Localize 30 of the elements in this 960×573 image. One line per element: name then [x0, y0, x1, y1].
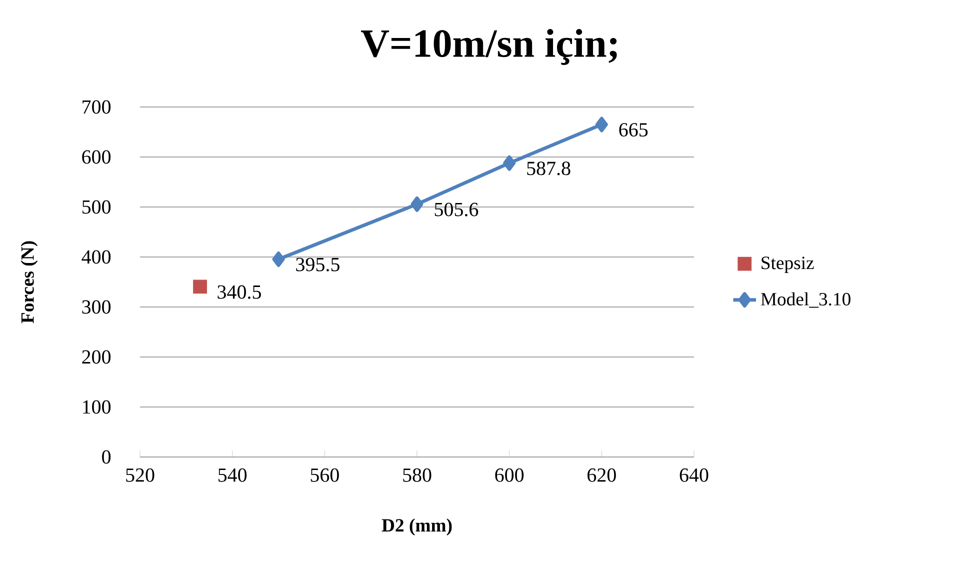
point — [503, 155, 516, 171]
data-label: 587.8 — [527, 162, 570, 176]
y-tick-label: 0 — [102, 450, 111, 464]
point — [595, 116, 608, 132]
legend-label: Model_3.10 — [760, 292, 850, 308]
point — [193, 280, 207, 294]
x-tick-label: 620 — [588, 468, 616, 482]
data-label: 340.5 — [218, 285, 261, 299]
y-axis-title: Forces (N) — [20, 241, 38, 324]
x-tick-label: 580 — [403, 468, 432, 482]
point — [272, 252, 285, 267]
data-label: 395.5 — [296, 258, 340, 272]
x-tick-label: 560 — [310, 468, 339, 482]
data-label: 505.6 — [434, 202, 478, 216]
y-tick-label: 600 — [82, 150, 111, 164]
y-tick-label: 500 — [82, 200, 111, 214]
x-tick-label: 520 — [126, 468, 154, 482]
y-tick-label: 100 — [83, 400, 111, 414]
x-axis-title: D2 (mm) — [382, 518, 452, 536]
y-tick-label: 300 — [82, 300, 111, 314]
x-tick-label: 640 — [680, 468, 708, 482]
y-tick-label: 700 — [82, 100, 111, 114]
chart-title: V=10m/sn için; — [361, 28, 617, 65]
data-label: 665 — [619, 123, 648, 137]
y-tick-label: 400 — [82, 250, 111, 264]
x-tick-label: 540 — [218, 468, 247, 482]
legend-label: Stepsiz — [762, 256, 814, 273]
x-tick-label: 600 — [495, 468, 524, 482]
point — [410, 196, 424, 212]
y-tick-label: 200 — [82, 350, 111, 364]
